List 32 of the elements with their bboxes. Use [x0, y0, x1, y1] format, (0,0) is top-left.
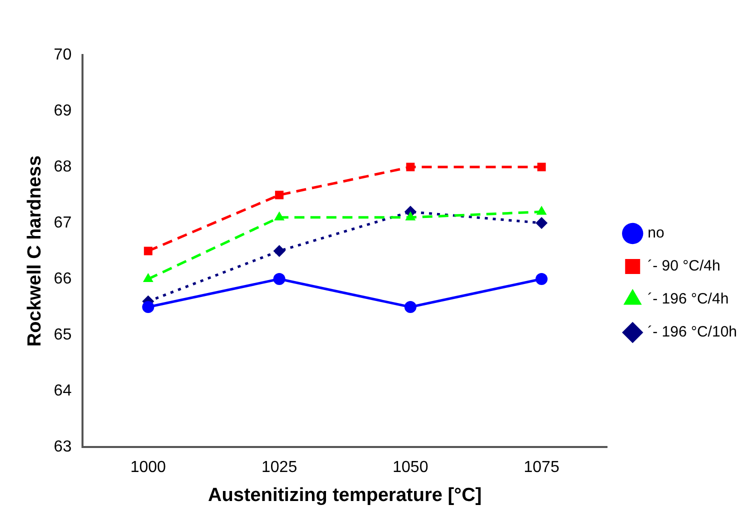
point: [405, 211, 416, 220]
point: [537, 162, 546, 172]
y-tick-label: 64: [54, 382, 72, 400]
point: [536, 217, 548, 229]
x-tick-label: 1050: [392, 459, 428, 476]
point: [144, 246, 152, 256]
x-tick-label: 1000: [130, 459, 166, 476]
y-tick-label: 66: [54, 270, 72, 288]
point: [406, 162, 415, 172]
y-axis-title: Rockwell C hardness: [24, 155, 46, 347]
point: [273, 245, 286, 257]
point: [142, 273, 154, 282]
point: [275, 190, 284, 200]
point: [274, 211, 284, 220]
point: [273, 273, 286, 285]
legend-label: ´- 196 °C/4h: [648, 290, 729, 308]
y-tick-label: 68: [54, 158, 72, 176]
point: [536, 273, 548, 285]
y-tick-label: 70: [54, 46, 72, 64]
x-tick-label: 1075: [524, 459, 560, 476]
legend-label: no: [648, 224, 664, 242]
y-tick-label: 65: [54, 326, 72, 344]
x-tick-label: 1025: [261, 459, 298, 476]
point: [142, 301, 154, 313]
legend-label: ´- 90 °C/4h: [648, 258, 720, 275]
y-tick-label: 67: [54, 214, 72, 232]
y-tick-label: 69: [54, 102, 72, 120]
legend-label: ´- 196 °C/10h: [648, 324, 738, 341]
x-axis-title: Austenitizing temperature [°C]: [208, 484, 482, 506]
point: [536, 206, 547, 215]
point: [404, 301, 416, 313]
y-tick-label: 63: [54, 438, 72, 456]
